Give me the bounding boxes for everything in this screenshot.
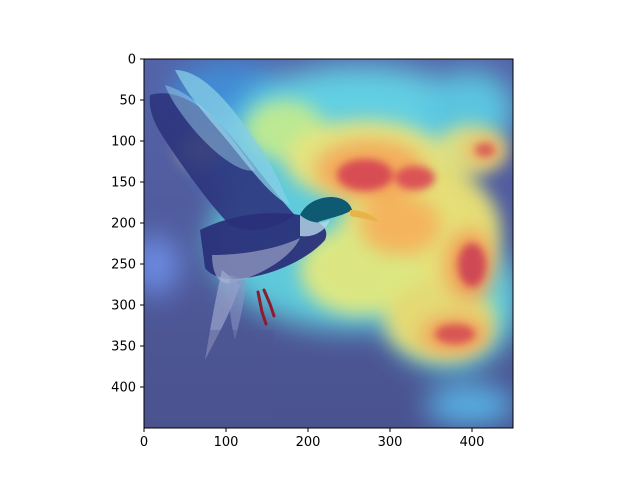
y-axis: 0 50 100 150 200 250 300 350 400 (111, 53, 144, 396)
x-tick-label: 0 (140, 435, 148, 450)
y-tick-label: 150 (111, 176, 136, 191)
y-tick-label: 200 (111, 217, 136, 232)
plot-frame (143, 58, 514, 429)
y-tick-label: 50 (119, 94, 136, 109)
heatmap-image (144, 59, 513, 428)
x-tick-label: 400 (460, 435, 485, 450)
x-tick-label: 200 (296, 435, 321, 450)
y-tick-label: 250 (111, 258, 136, 273)
y-tick-label: 300 (111, 299, 136, 314)
y-tick-label: 350 (111, 340, 136, 355)
y-tick-label: 0 (128, 53, 136, 68)
y-tick-label: 400 (111, 381, 136, 396)
x-axis: 0 100 200 300 400 (140, 428, 485, 450)
x-tick-label: 100 (214, 435, 239, 450)
bird-icon (149, 70, 380, 360)
y-tick-label: 100 (111, 135, 136, 150)
x-tick-label: 300 (378, 435, 403, 450)
